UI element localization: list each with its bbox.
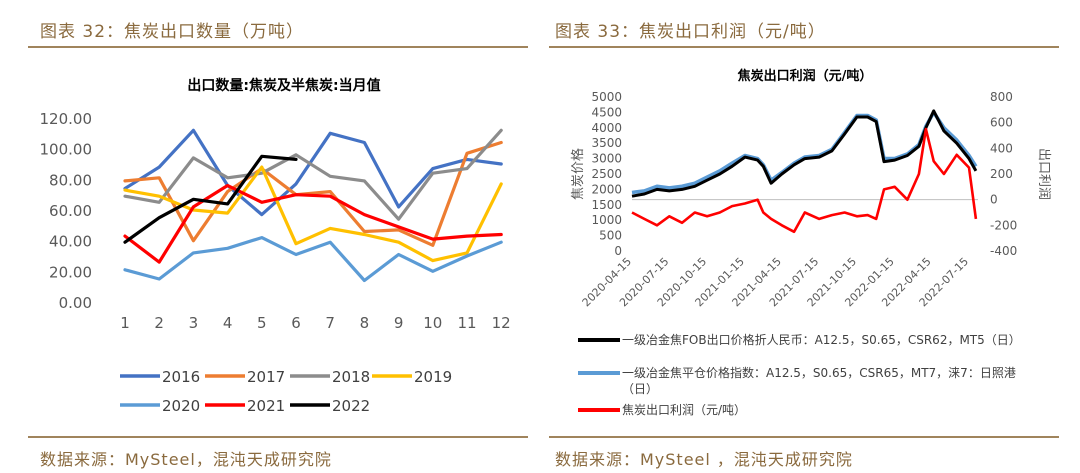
- y-tick-label: 120.00: [40, 110, 93, 128]
- y-tick-label: 0: [614, 244, 622, 258]
- y-tick-label: 2500: [591, 167, 622, 181]
- legend-label-2022: 2022: [332, 397, 370, 415]
- y2-tick-label: 400: [990, 141, 1013, 155]
- series-line-3: [631, 127, 978, 234]
- x-tick-label: 12: [492, 314, 511, 332]
- legend-label-2019: 2019: [414, 368, 452, 386]
- left-top-rule: [28, 46, 528, 48]
- y-tick-label: 1500: [591, 198, 622, 212]
- x-tick-label: 8: [360, 314, 370, 332]
- series-line-2016: [123, 128, 503, 217]
- y-tick-label: 4500: [591, 105, 622, 119]
- series-line-2019: [123, 165, 503, 263]
- y-tick-label: 20.00: [49, 263, 92, 281]
- y2-tick-label: 0: [990, 193, 998, 207]
- y2-tick-label: 200: [990, 167, 1013, 181]
- y-tick-label: 3000: [591, 152, 622, 166]
- left-source-note: 数据来源：MySteel，混沌天成研究院: [40, 450, 332, 469]
- y2-tick-label: -400: [990, 244, 1017, 258]
- chart-title: 焦炭出口利润（元/吨）: [737, 68, 873, 84]
- series-line-2020: [123, 236, 503, 283]
- y2-tick-label: -200: [990, 218, 1017, 232]
- series-line-2: [631, 110, 978, 195]
- series-line-2021: [123, 183, 503, 264]
- x-tick-label: 7: [325, 314, 335, 332]
- x-tick-label: 4: [223, 314, 233, 332]
- y-tick-label: 2000: [591, 182, 622, 196]
- legend-label-1: 一级冶金焦FOB出口价格折人民币：A12.5，S0.65，CSR62，MT5（日…: [622, 332, 1021, 347]
- right-figure-title: 图表 33：焦炭出口利润（元/吨）: [555, 22, 826, 42]
- x-tick-label: 1: [120, 314, 130, 332]
- left-figure-title: 图表 32：焦炭出口数量（万吨）: [40, 22, 305, 42]
- x-tick-label: 2: [154, 314, 164, 332]
- y-tick-label: 100.00: [40, 141, 93, 159]
- y-tick-label: 500: [599, 229, 622, 243]
- y-tick-label: 0.00: [59, 294, 92, 312]
- legend-label-2020: 2020: [162, 397, 200, 415]
- series-line-2018: [123, 128, 503, 221]
- right-bottom-rule: [549, 436, 1059, 438]
- legend-label-2021: 2021: [247, 397, 285, 415]
- x-tick-label: 9: [394, 314, 404, 332]
- legend-label-2018: 2018: [332, 368, 370, 386]
- x-tick-label: 11: [457, 314, 476, 332]
- y-tick-label: 40.00: [49, 233, 92, 251]
- y-tick-label: 80.00: [49, 171, 92, 189]
- series-line-2022: [123, 154, 298, 244]
- x-tick-label: 3: [189, 314, 199, 332]
- series-line-1: [631, 109, 978, 198]
- left-bottom-rule: [28, 436, 528, 438]
- y2-tick-label: 600: [990, 116, 1013, 130]
- legend-label-2: 一级冶金焦平仓价格指数：A12.5，S0.65，CSR65，MT7，涞7：日照港…: [622, 365, 1016, 396]
- y2-axis-title: 出口利润: [1036, 148, 1051, 200]
- x-tick-label: 6: [291, 314, 301, 332]
- series-line-2017: [123, 140, 503, 247]
- right-top-rule: [549, 46, 1059, 48]
- right-source-note: 数据来源：MySteel ，混沌天成研究院: [555, 450, 853, 469]
- legend-label-2016: 2016: [162, 368, 200, 386]
- y-tick-label: 1000: [591, 213, 622, 227]
- legend-label-3: 焦炭出口利润（元/吨）: [622, 403, 746, 417]
- y-tick-label: 4000: [591, 121, 622, 135]
- y-tick-label: 3500: [591, 136, 622, 150]
- chart-title: 出口数量:焦炭及半焦炭:当月值: [187, 77, 380, 94]
- y-axis-title: 焦炭价格: [570, 148, 586, 200]
- x-tick-label: 5: [257, 314, 267, 332]
- x-tick-label: 10: [423, 314, 442, 332]
- legend-label-2017: 2017: [247, 368, 285, 386]
- y-tick-label: 60.00: [49, 202, 92, 220]
- y-tick-label: 5000: [591, 90, 622, 104]
- y2-tick-label: 800: [990, 90, 1013, 104]
